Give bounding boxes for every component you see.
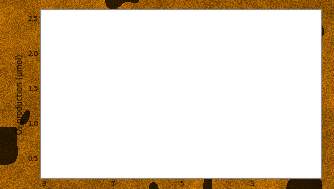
Text: Diffusion limitation: Diffusion limitation bbox=[96, 137, 162, 143]
Y-axis label: O₂ production (µmol): O₂ production (µmol) bbox=[16, 53, 24, 134]
